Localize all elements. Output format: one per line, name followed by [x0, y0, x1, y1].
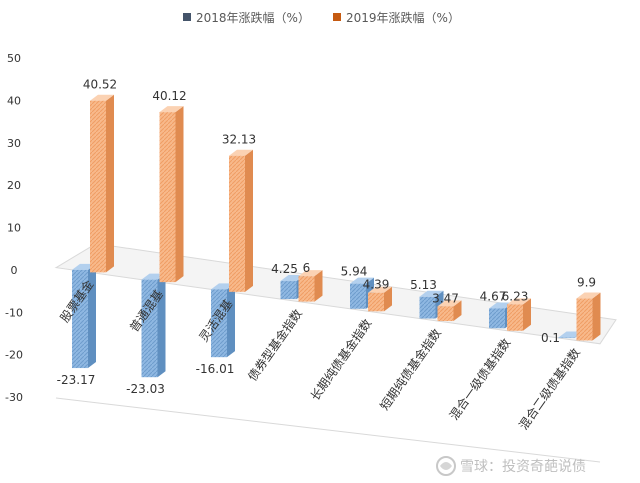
y-tick-label: -10 [5, 306, 23, 319]
data-label-2019: 6.23 [502, 289, 529, 303]
data-label-2018: 0.1 [541, 331, 560, 345]
y-tick-label: 20 [7, 179, 21, 192]
data-label-2018: -16.01 [196, 362, 235, 376]
data-label-2018: 5.94 [341, 265, 368, 279]
bar-2018 [419, 290, 444, 319]
data-label-2018: -23.03 [126, 382, 165, 396]
category-label: 长期纯债基金指数 [307, 316, 374, 403]
category-label: 混合一级债基指数 [446, 335, 513, 422]
data-label-2019: 9.9 [577, 276, 596, 290]
legend-label-2019: 2019年涨跌幅（%） [346, 10, 460, 25]
legend-label-2018: 2018年涨跌幅（%） [196, 10, 310, 25]
zero-plane [54, 243, 617, 463]
data-labels: -23.17 40.52 -23.03 40.12 -16.01 32.13 4.25 6 5.… [57, 78, 596, 397]
y-tick-label: -20 [5, 349, 23, 362]
y-tick-label: 10 [7, 222, 21, 235]
bar-2019 [159, 106, 184, 283]
y-tick-label: 30 [7, 137, 21, 150]
zero-plane-surface [54, 243, 617, 345]
data-label-2019: 32.13 [222, 133, 256, 147]
category-label: 短期纯债基金指数 [377, 326, 444, 413]
watermark: 雪球：投资奇葩说债 [436, 456, 586, 476]
category-label: 混合二级债基指数 [516, 345, 583, 432]
legend: 2018年涨跌幅（%） 2019年涨跌幅（%） [183, 10, 460, 25]
y-tick-label: 50 [7, 52, 21, 65]
bar-2019 [298, 270, 323, 302]
data-label-2018: 4.25 [271, 262, 298, 276]
bottom-axis-line [55, 397, 601, 463]
legend-swatch-2019 [333, 13, 341, 21]
data-label-2019: 40.12 [152, 89, 186, 103]
data-label-2018: 4.67 [480, 289, 507, 303]
watermark-text: 雪球：投资奇葩说债 [460, 458, 586, 475]
bar-2019 [507, 298, 531, 331]
y-axis: 50 40 30 20 10 0 -10 -20 -30 [5, 52, 23, 404]
bar-2019 [90, 94, 114, 273]
bar-2019 [437, 300, 462, 322]
y-tick-label: 0 [11, 264, 18, 277]
legend-swatch-2018 [183, 13, 191, 21]
data-label-2018: -23.17 [57, 373, 96, 387]
bar-2019 [368, 286, 392, 312]
bar-2019 [576, 292, 601, 341]
bars-group [72, 94, 601, 378]
data-label-2019: 3.47 [432, 291, 459, 305]
snowball-logo-icon [436, 456, 456, 476]
data-label-2019: 6 [303, 261, 311, 275]
bar-2018 [211, 283, 235, 358]
category-label: 债券型基金指数 [244, 306, 304, 383]
y-tick-label: 40 [7, 94, 21, 107]
bar-2019 [229, 149, 253, 292]
y-tick-label: -30 [5, 391, 23, 404]
data-label-2018: 5.13 [410, 278, 437, 292]
data-label-2019: 40.52 [83, 78, 117, 92]
data-label-2019: 4.39 [363, 278, 390, 292]
